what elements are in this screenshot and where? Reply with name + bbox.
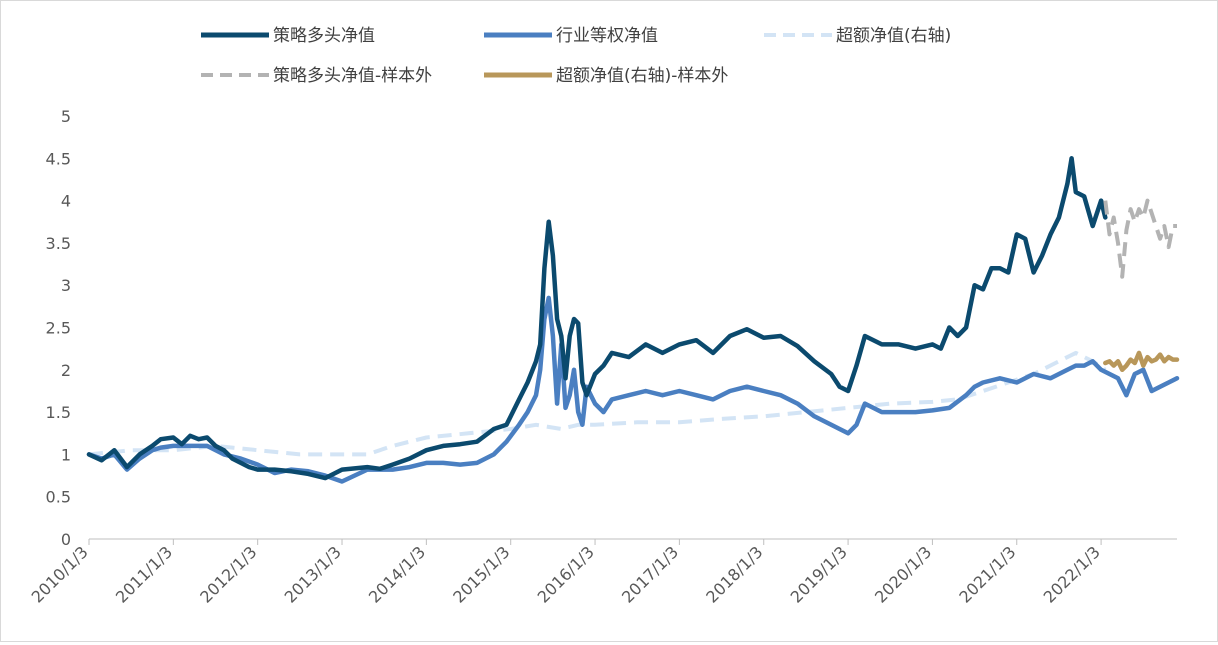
legend-label: 行业等权净值 <box>556 26 658 46</box>
legend-label: 超额净值(右轴)-样本外 <box>556 66 728 86</box>
y-tick-label: 1.5 <box>46 403 71 422</box>
x-tick-label: 2012/1/3 <box>196 542 260 606</box>
x-tick-label: 2016/1/3 <box>534 542 598 606</box>
legend-label: 策略多头净值-样本外 <box>273 66 432 86</box>
y-tick-label: 4.5 <box>46 149 71 168</box>
y-tick-label: 3.5 <box>46 234 71 253</box>
legend: 策略多头净值 行业等权净值 超额净值(右轴) 策略多头净值-样本外 超额净值(右轴)-样… <box>201 26 951 86</box>
x-tick-label: 2020/1/3 <box>871 542 935 606</box>
series-line-超额净值-右轴-样本外 <box>1103 350 1180 373</box>
x-tick-label: 2021/1/3 <box>955 542 1019 606</box>
y-tick-label: 3 <box>61 276 71 295</box>
y-axis: 0 0.5 1 1.5 2 2.5 3 3.5 4 4.5 5 <box>46 107 71 549</box>
series-line-行业等权净值 <box>86 295 1180 484</box>
series-line-超额净值-右轴 <box>88 350 1107 457</box>
legend-item: 策略多头净值 <box>201 26 375 46</box>
series-line-策略多头净值-样本外 <box>1103 198 1177 279</box>
legend-label: 策略多头净值 <box>273 26 375 46</box>
x-tick-label: 2018/1/3 <box>702 542 766 606</box>
y-tick-label: 2 <box>61 361 71 380</box>
x-tick-label: 2017/1/3 <box>618 542 682 606</box>
series-layer <box>86 156 1180 484</box>
x-tick-label: 2010/1/3 <box>28 542 92 606</box>
x-tick-label: 2014/1/3 <box>365 542 429 606</box>
x-tick-label: 2013/1/3 <box>281 542 345 606</box>
y-tick-label: 0.5 <box>46 488 71 507</box>
legend-item: 超额净值(右轴) <box>764 26 951 46</box>
legend-item: 超额净值(右轴)-样本外 <box>484 66 728 86</box>
legend-label: 超额净值(右轴) <box>836 26 951 46</box>
y-tick-label: 2.5 <box>46 319 71 338</box>
y-tick-label: 5 <box>61 107 71 126</box>
y-tick-label: 0 <box>61 530 71 549</box>
x-tick-label: 2022/1/3 <box>1040 542 1104 606</box>
x-axis: 2010/1/3 2011/1/3 2012/1/3 2013/1/3 2014/1/3… <box>28 538 1177 607</box>
y-tick-label: 4 <box>61 192 71 211</box>
x-tick-label: 2019/1/3 <box>787 542 851 606</box>
legend-item: 行业等权净值 <box>484 26 658 46</box>
x-tick-label: 2015/1/3 <box>449 542 513 606</box>
series-line-策略多头净值 <box>86 156 1108 481</box>
legend-item: 策略多头净值-样本外 <box>201 66 432 86</box>
y-tick-label: 1 <box>61 445 71 464</box>
x-tick-label: 2011/1/3 <box>112 542 176 606</box>
